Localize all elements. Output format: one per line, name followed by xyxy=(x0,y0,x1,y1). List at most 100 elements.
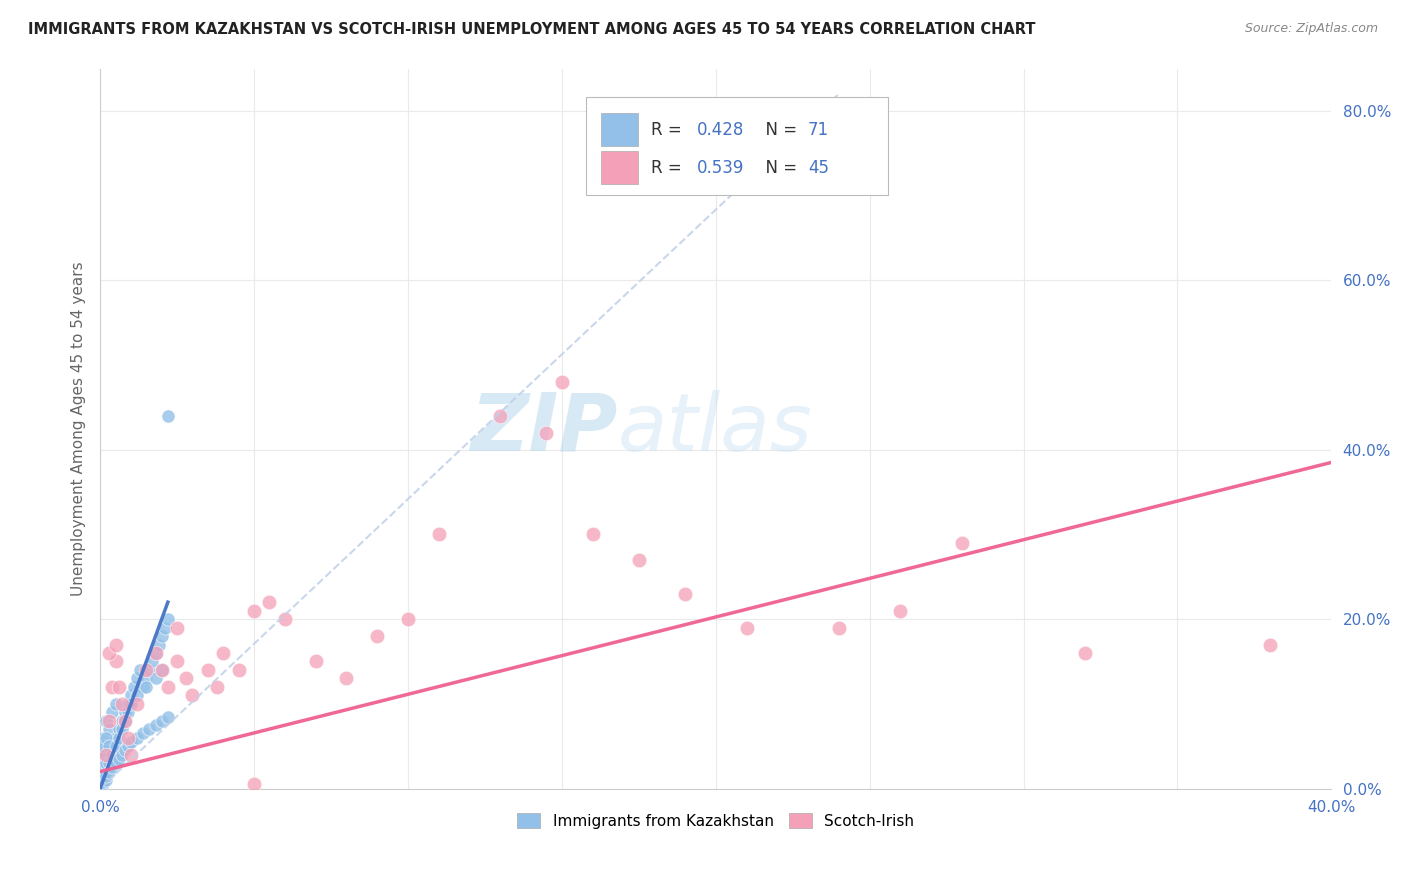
Point xyxy=(153,621,176,635)
Point xyxy=(96,747,118,762)
Text: atlas: atlas xyxy=(617,390,813,467)
Point xyxy=(96,756,118,771)
Point xyxy=(304,655,326,669)
Point xyxy=(536,425,558,440)
Point xyxy=(104,655,127,669)
Point xyxy=(274,612,297,626)
Point xyxy=(120,735,142,749)
Point xyxy=(156,709,179,723)
Point xyxy=(114,714,136,728)
Point xyxy=(104,756,127,771)
Point xyxy=(101,760,124,774)
Legend: Immigrants from Kazakhstan, Scotch-Irish: Immigrants from Kazakhstan, Scotch-Irish xyxy=(512,806,920,835)
Point xyxy=(125,697,148,711)
Point xyxy=(582,527,605,541)
Point xyxy=(673,587,696,601)
Point xyxy=(114,743,136,757)
Point xyxy=(150,714,173,728)
Point xyxy=(96,739,118,754)
Point xyxy=(145,718,167,732)
Point xyxy=(156,680,179,694)
Point xyxy=(120,747,142,762)
Point xyxy=(91,747,114,762)
Point xyxy=(125,689,148,703)
Point xyxy=(96,714,118,728)
Point xyxy=(98,756,121,771)
Point xyxy=(156,409,179,423)
Point xyxy=(181,689,204,703)
Point xyxy=(125,672,148,686)
Point xyxy=(145,646,167,660)
Point xyxy=(98,646,121,660)
Point xyxy=(129,663,152,677)
Point xyxy=(950,536,973,550)
Point xyxy=(828,621,851,635)
Point xyxy=(141,655,163,669)
Point xyxy=(627,553,650,567)
Point xyxy=(104,638,127,652)
Point xyxy=(98,747,121,762)
Text: ZIP: ZIP xyxy=(470,390,617,467)
Point xyxy=(111,723,134,737)
Point xyxy=(150,663,173,677)
Point xyxy=(98,739,121,754)
Point xyxy=(96,756,118,771)
Point xyxy=(96,764,118,779)
Point xyxy=(107,731,129,745)
Point xyxy=(104,731,127,745)
Point xyxy=(145,672,167,686)
Point xyxy=(150,663,173,677)
Point xyxy=(145,646,167,660)
Point xyxy=(107,752,129,766)
Point xyxy=(101,747,124,762)
Point xyxy=(489,409,512,423)
Point xyxy=(98,723,121,737)
Point xyxy=(91,756,114,771)
Text: R =: R = xyxy=(651,120,686,139)
Point xyxy=(117,739,139,754)
Point xyxy=(135,672,157,686)
Point xyxy=(205,680,228,694)
Point xyxy=(101,680,124,694)
Point xyxy=(259,595,281,609)
Point xyxy=(212,646,235,660)
Point xyxy=(91,777,114,791)
Point xyxy=(96,769,118,783)
Point xyxy=(120,689,142,703)
Point xyxy=(114,714,136,728)
FancyBboxPatch shape xyxy=(586,97,889,194)
Point xyxy=(120,697,142,711)
Point xyxy=(117,706,139,720)
Point xyxy=(148,638,170,652)
FancyBboxPatch shape xyxy=(602,113,638,145)
Point xyxy=(91,764,114,779)
Point xyxy=(114,706,136,720)
Point xyxy=(117,731,139,745)
Point xyxy=(96,731,118,745)
Point xyxy=(96,773,118,788)
Text: 0.539: 0.539 xyxy=(697,159,745,177)
Point xyxy=(156,612,179,626)
Point xyxy=(197,663,219,677)
Point xyxy=(166,655,188,669)
Point xyxy=(135,680,157,694)
Point xyxy=(91,772,114,786)
Point xyxy=(98,714,121,728)
Point xyxy=(176,672,198,686)
Point xyxy=(111,747,134,762)
Point xyxy=(101,739,124,754)
Text: N =: N = xyxy=(755,159,803,177)
Point xyxy=(107,723,129,737)
Point xyxy=(98,764,121,779)
Point xyxy=(228,663,250,677)
Point xyxy=(889,604,911,618)
Point xyxy=(91,747,114,762)
Point xyxy=(135,663,157,677)
Point xyxy=(91,774,114,789)
Point xyxy=(427,527,450,541)
Text: 45: 45 xyxy=(808,159,830,177)
Point xyxy=(101,706,124,720)
Y-axis label: Unemployment Among Ages 45 to 54 years: Unemployment Among Ages 45 to 54 years xyxy=(72,261,86,596)
Point xyxy=(138,663,160,677)
Text: IMMIGRANTS FROM KAZAKHSTAN VS SCOTCH-IRISH UNEMPLOYMENT AMONG AGES 45 TO 54 YEAR: IMMIGRANTS FROM KAZAKHSTAN VS SCOTCH-IRI… xyxy=(28,22,1036,37)
